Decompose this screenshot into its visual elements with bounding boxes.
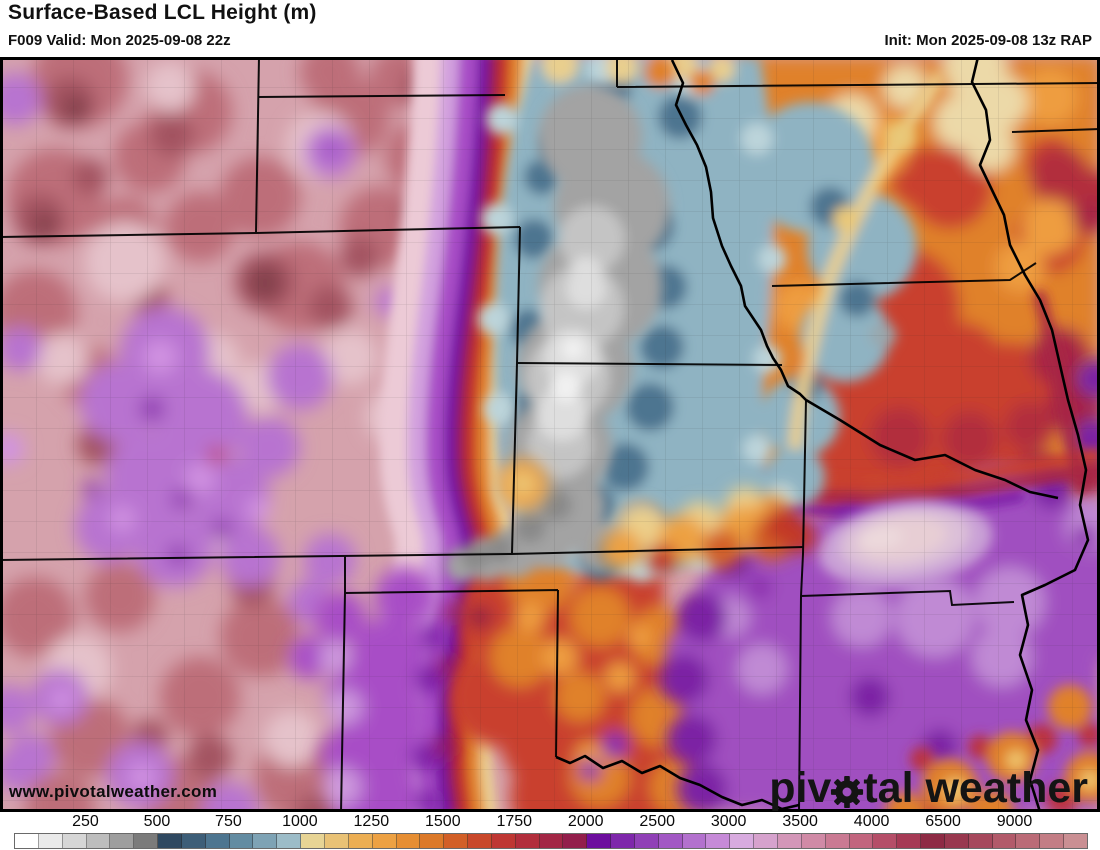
colorbar-cell	[944, 834, 969, 848]
colorbar-cell	[229, 834, 254, 848]
colorbar-cell	[1016, 834, 1041, 848]
watermark: www.pivotalweather.com	[9, 782, 218, 801]
colorbar-cell	[491, 834, 516, 848]
colorbar-cell	[324, 834, 349, 848]
colorbar-cell	[801, 834, 826, 848]
colorbar-tick-label: 1500	[425, 813, 461, 830]
colorbar-cell	[849, 834, 874, 848]
colorbar-tick-label: 9000	[996, 813, 1033, 830]
colorbar-cell	[658, 834, 683, 848]
colorbar-cell	[277, 834, 302, 848]
colorbar-cell	[372, 834, 397, 848]
contour-field	[0, 57, 1100, 812]
colorbar-cell	[897, 834, 922, 848]
colorbar-cell	[563, 834, 588, 848]
colorbar-cell	[634, 834, 659, 848]
colorbar-cell	[301, 834, 325, 848]
colorbar-tick-label: 500	[143, 813, 171, 830]
colorbar-cell	[158, 834, 182, 848]
colorbar-cell	[1064, 834, 1087, 848]
colorbar-cell	[873, 834, 898, 848]
colorbar-tick-label: 3000	[710, 813, 747, 830]
colorbar-cell	[62, 834, 87, 848]
colorbar-cell	[730, 834, 755, 848]
init-time-label: Init: Mon 2025-09-08 13z RAP	[884, 32, 1092, 49]
colorbar-cell	[420, 834, 445, 848]
colorbar-cell	[205, 834, 230, 848]
state-borders	[0, 57, 1100, 812]
colorbar-cell	[86, 834, 111, 848]
river-borders	[555, 57, 1090, 812]
colorbar-cell	[515, 834, 540, 848]
lcl-height-map	[0, 57, 1100, 812]
colorbar-tick-label: 1250	[353, 813, 390, 830]
colorbar-cell	[587, 834, 612, 848]
colorbar-tick-label: 1000	[282, 813, 318, 830]
header: Surface-Based LCL Height (m) F009 Valid:…	[0, 0, 1100, 57]
colorbar-tick-label: 2500	[639, 813, 675, 830]
map-area: www.pivotalweather.com piv tal weather	[0, 57, 1100, 812]
colorbar-cell	[825, 834, 850, 848]
colorbar-cell	[181, 834, 206, 848]
gear-icon	[831, 775, 864, 808]
colorbar-cell	[992, 834, 1017, 848]
colorbar-cell	[778, 834, 802, 848]
colorbar-cell	[348, 834, 373, 848]
colorbar-cell	[444, 834, 469, 848]
colorbar-cell	[682, 834, 707, 848]
colorbar-cell	[110, 834, 135, 848]
colorbar-cell	[611, 834, 635, 848]
colorbar-cell	[38, 834, 63, 848]
colorbar-cell	[968, 834, 993, 848]
colorbar-cell	[468, 834, 492, 848]
pivotal-weather-logo: piv tal weather	[769, 767, 1088, 810]
colorbar-cell	[921, 834, 945, 848]
colorbar-tick-label: 2000	[567, 813, 604, 830]
colorbar-tick-label: 250	[72, 813, 99, 830]
colorbar-tick-labels: 250 500 750 1000 1250 1500 1750 2000 2500 3000 350…	[0, 812, 1100, 832]
colorbar-cell	[253, 834, 278, 848]
colorbar-tick-label: 1750	[496, 813, 533, 830]
colorbar-cell	[539, 834, 564, 848]
logo-text-part2: tal weather	[863, 764, 1088, 812]
colorbar-tick-label: 6500	[925, 813, 961, 830]
colorbar-cell	[1040, 834, 1065, 848]
colorbar-cell	[706, 834, 731, 848]
colorbar-cell	[396, 834, 421, 848]
logo-text-part1: piv	[769, 764, 832, 812]
valid-time-label: F009 Valid: Mon 2025-09-08 22z	[8, 32, 231, 49]
colorbar	[14, 833, 1088, 849]
colorbar-tick-label: 4000	[853, 813, 890, 830]
colorbar-cell	[15, 834, 39, 848]
colorbar-cell	[754, 834, 778, 848]
colorbar-cell	[134, 834, 159, 848]
colorbar-tick-label: 3500	[782, 813, 818, 830]
colorbar-tick-label: 750	[215, 813, 242, 830]
map-title: Surface-Based LCL Height (m)	[8, 1, 317, 24]
